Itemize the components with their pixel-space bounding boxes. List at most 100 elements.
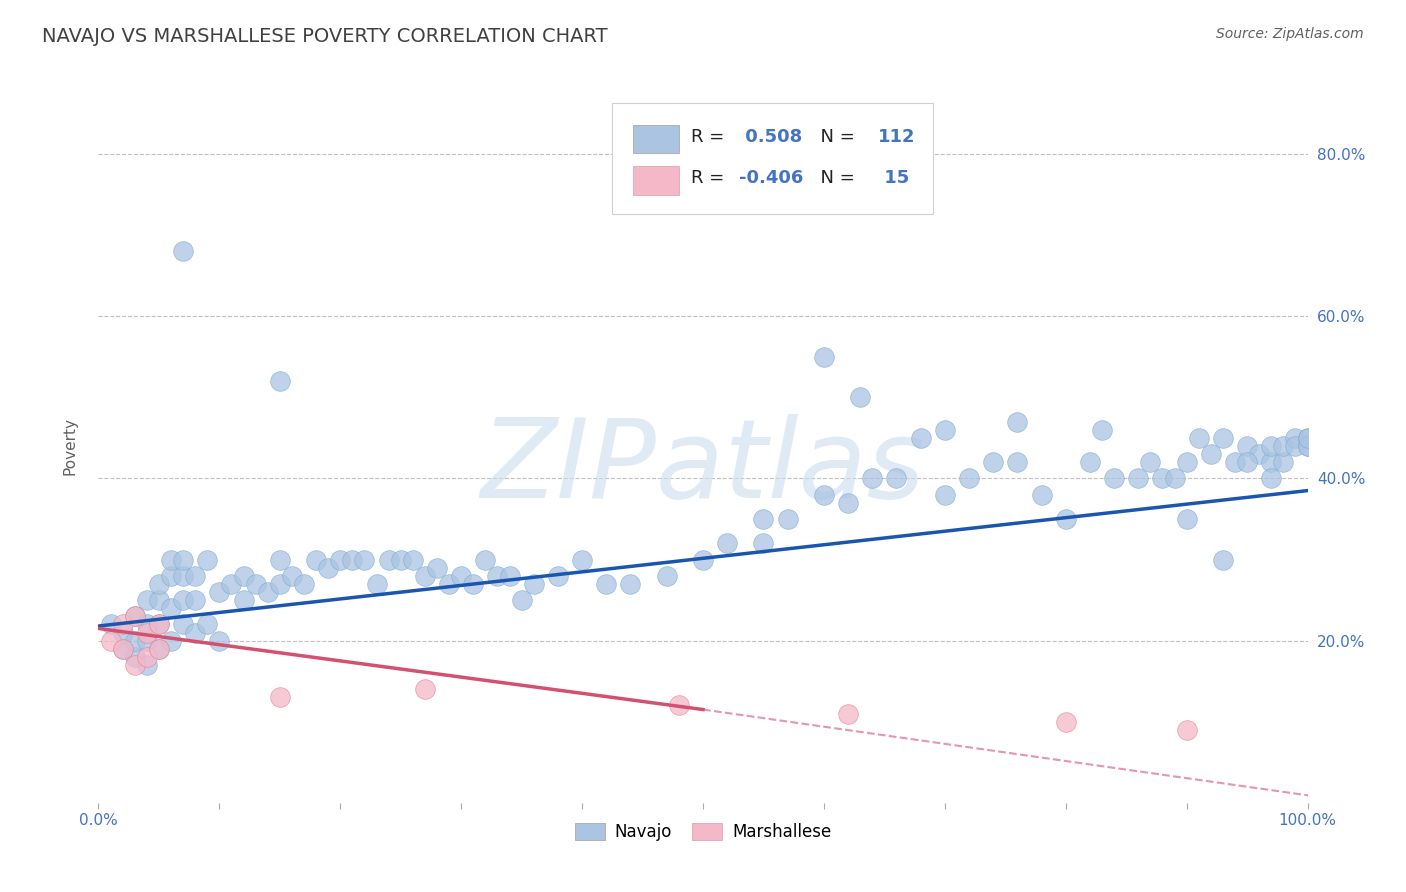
Point <box>1296 431 1319 445</box>
Point <box>1223 455 1246 469</box>
Point <box>1260 439 1282 453</box>
Point <box>1078 455 1101 469</box>
Point <box>329 552 352 566</box>
Text: 0.508: 0.508 <box>740 128 803 146</box>
Text: 112: 112 <box>879 128 915 146</box>
Point <box>148 617 170 632</box>
Point <box>413 568 436 582</box>
Point <box>221 577 243 591</box>
Point <box>1031 488 1053 502</box>
Point <box>1284 439 1306 453</box>
Text: N =: N = <box>810 169 860 187</box>
Point <box>1212 552 1234 566</box>
Point <box>1260 455 1282 469</box>
Point <box>498 568 520 582</box>
Point <box>353 552 375 566</box>
Point <box>195 552 218 566</box>
Point <box>232 568 254 582</box>
Point <box>208 633 231 648</box>
Point <box>184 625 207 640</box>
Point <box>837 496 859 510</box>
Point <box>450 568 472 582</box>
Point <box>860 471 883 485</box>
Point <box>100 617 122 632</box>
Point <box>1054 512 1077 526</box>
Point <box>245 577 267 591</box>
Text: R =: R = <box>690 128 730 146</box>
Point <box>981 455 1004 469</box>
Point <box>184 593 207 607</box>
Point <box>1175 455 1198 469</box>
Point <box>172 593 194 607</box>
Point <box>413 682 436 697</box>
Point <box>463 577 485 591</box>
Point <box>886 471 908 485</box>
Point <box>1102 471 1125 485</box>
Point <box>668 698 690 713</box>
Point <box>184 568 207 582</box>
Point <box>160 568 183 582</box>
Point <box>752 512 775 526</box>
Point <box>1128 471 1150 485</box>
Point <box>486 568 509 582</box>
Legend: Navajo, Marshallese: Navajo, Marshallese <box>568 816 838 848</box>
Point <box>957 471 980 485</box>
Point <box>655 568 678 582</box>
Y-axis label: Poverty: Poverty <box>63 417 77 475</box>
Point <box>1175 723 1198 737</box>
Point <box>135 625 157 640</box>
Point <box>776 512 799 526</box>
Point <box>813 350 835 364</box>
Point <box>135 649 157 664</box>
Point <box>1163 471 1185 485</box>
Point <box>510 593 533 607</box>
Point <box>269 690 291 705</box>
Point <box>1212 431 1234 445</box>
Point <box>1272 439 1295 453</box>
Point <box>135 593 157 607</box>
Point <box>111 617 134 632</box>
Point <box>124 609 146 624</box>
Point <box>135 657 157 672</box>
Text: R =: R = <box>690 169 730 187</box>
Point <box>208 585 231 599</box>
Text: -0.406: -0.406 <box>740 169 804 187</box>
Point <box>1272 455 1295 469</box>
Point <box>1007 415 1029 429</box>
Point <box>849 390 872 404</box>
Point <box>111 625 134 640</box>
Point <box>172 568 194 582</box>
Point <box>1007 455 1029 469</box>
Text: Source: ZipAtlas.com: Source: ZipAtlas.com <box>1216 27 1364 41</box>
Point <box>1188 431 1211 445</box>
Point <box>1236 455 1258 469</box>
Point <box>1091 423 1114 437</box>
Point <box>1139 455 1161 469</box>
Point <box>523 577 546 591</box>
Text: 15: 15 <box>879 169 910 187</box>
Point <box>1236 439 1258 453</box>
Point <box>281 568 304 582</box>
Point <box>547 568 569 582</box>
Point <box>1054 714 1077 729</box>
Point <box>100 633 122 648</box>
Point <box>1296 439 1319 453</box>
Point <box>716 536 738 550</box>
Point <box>124 633 146 648</box>
Point <box>402 552 425 566</box>
Point <box>837 706 859 721</box>
Text: N =: N = <box>810 128 860 146</box>
Point <box>172 244 194 259</box>
Point <box>377 552 399 566</box>
Point <box>111 641 134 656</box>
Point <box>292 577 315 591</box>
Point <box>437 577 460 591</box>
Point <box>172 617 194 632</box>
Point <box>934 423 956 437</box>
Point <box>342 552 364 566</box>
Point <box>124 657 146 672</box>
Point <box>148 617 170 632</box>
Text: ZIPatlas: ZIPatlas <box>481 414 925 521</box>
Point <box>111 641 134 656</box>
Point <box>474 552 496 566</box>
